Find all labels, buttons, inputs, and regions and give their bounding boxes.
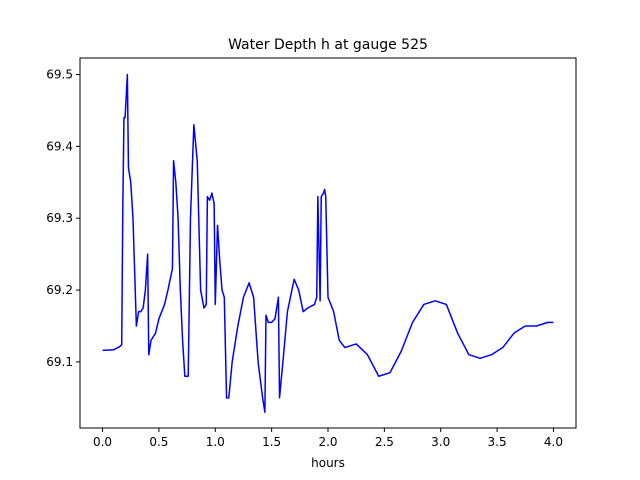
series-line-water-depth	[102, 73, 554, 413]
x-axis-label: hours	[311, 456, 345, 470]
x-tick-label: 0.0	[93, 435, 112, 449]
x-tick-label: 2.5	[375, 435, 394, 449]
y-tick-label: 69.3	[46, 211, 73, 225]
x-tick-label: 1.5	[262, 435, 281, 449]
x-tick-label: 0.5	[149, 435, 168, 449]
x-tick-label: 4.0	[544, 435, 563, 449]
y-axis: 69.1 69.2 69.3 69.4 69.5	[46, 68, 80, 369]
x-tick-label: 3.0	[431, 435, 450, 449]
x-tick-label: 1.0	[206, 435, 225, 449]
y-tick-label: 69.1	[46, 355, 73, 369]
x-tick-label: 2.0	[318, 435, 337, 449]
x-tick-label: 3.5	[488, 435, 507, 449]
chart-title: Water Depth h at gauge 525	[228, 37, 428, 53]
x-axis: 0.0 0.5 1.0 1.5 2.0 2.5 3.0 3.5 4.0	[93, 428, 563, 449]
y-tick-label: 69.2	[46, 283, 73, 297]
y-tick-label: 69.4	[46, 139, 73, 153]
y-tick-label: 69.5	[46, 68, 73, 82]
